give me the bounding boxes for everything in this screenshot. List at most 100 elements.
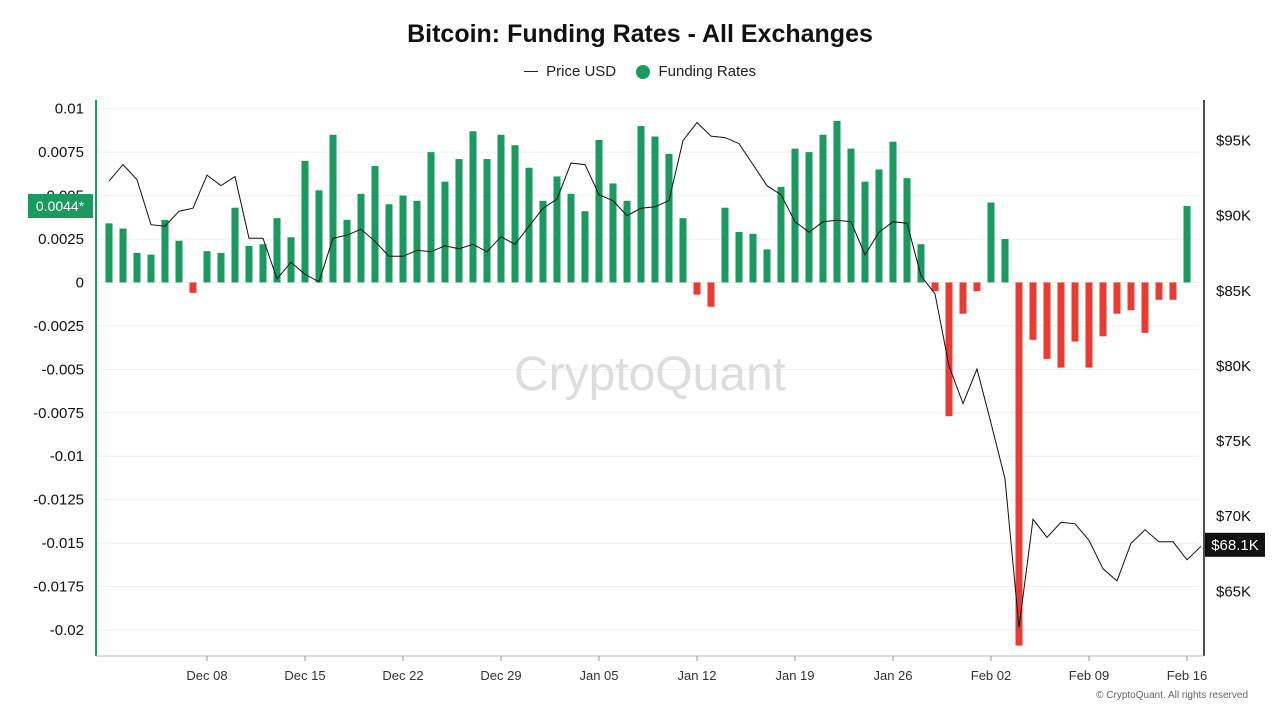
funding-bar [749, 233, 757, 283]
funding-bar [371, 166, 379, 283]
left-tick-label: -0.02 [50, 622, 84, 639]
funding-bar [1001, 239, 1009, 283]
funding-bar [721, 207, 729, 283]
funding-bar [1043, 282, 1051, 359]
right-tick-label: $70K [1216, 508, 1251, 525]
funding-bar [497, 134, 505, 283]
x-tick-label: Jan 26 [873, 668, 912, 683]
x-tick-label: Dec 29 [480, 668, 521, 683]
funding-bar [973, 282, 981, 292]
copyright-notice: © CryptoQuant. All rights reserved [1096, 690, 1248, 701]
funding-bar [665, 153, 673, 283]
x-axis-ticks: Dec 08 Dec 15 Dec 22 Dec 29 Jan 05 Jan 12 Jan … [186, 656, 1207, 683]
funding-bar [287, 237, 295, 283]
funding-bar [399, 195, 407, 283]
funding-bar [455, 159, 463, 283]
left-tick-label: 0.0025 [38, 231, 84, 248]
funding-bar [1155, 282, 1163, 300]
funding-bar [833, 120, 841, 283]
funding-bar [483, 159, 491, 283]
funding-bar [189, 282, 197, 293]
funding-bar [1071, 282, 1079, 342]
funding-bar [875, 169, 883, 283]
current-price-label: $68.1K [1211, 537, 1259, 554]
x-tick-label: Jan 12 [677, 668, 716, 683]
right-axis-ticks: $95K $90K $85K $80K $75K $70K $65K [1216, 133, 1251, 601]
funding-bar [259, 244, 267, 283]
funding-bar [329, 134, 337, 283]
funding-bar [161, 219, 169, 283]
funding-bar [987, 202, 995, 283]
funding-bar [511, 145, 519, 283]
x-tick-label: Feb 16 [1167, 668, 1207, 683]
funding-bar [343, 219, 351, 283]
funding-bar [1099, 282, 1107, 337]
funding-bar [651, 136, 659, 283]
funding-bar [861, 181, 869, 283]
right-tick-label: $85K [1216, 283, 1251, 300]
funding-bar [637, 126, 645, 283]
legend-label-funding: Funding Rates [658, 62, 757, 80]
funding-bar [903, 178, 911, 283]
funding-bar [1127, 282, 1135, 311]
funding-bar [1113, 282, 1121, 314]
funding-bar [385, 204, 393, 283]
funding-bar [1183, 205, 1191, 283]
funding-bar [679, 218, 687, 283]
funding-bar [623, 200, 631, 283]
funding-bar [441, 181, 449, 283]
price-line [108, 121, 1202, 628]
right-tick-label: $65K [1216, 583, 1251, 600]
funding-bar [917, 244, 925, 283]
funding-bar [119, 228, 127, 283]
funding-bar [357, 193, 365, 283]
funding-bar [105, 223, 113, 283]
left-tick-label: -0.0025 [33, 318, 84, 335]
funding-bar [301, 160, 309, 283]
funding-bar [567, 193, 575, 283]
funding-bar [1085, 282, 1093, 368]
left-tick-label: 0.0075 [38, 144, 84, 161]
funding-rate-bars [105, 120, 1191, 646]
current-funding-label: 0.0044* [36, 198, 85, 214]
x-tick-label: Jan 19 [775, 668, 814, 683]
right-tick-label: $75K [1216, 433, 1251, 450]
funding-bar [805, 152, 813, 283]
left-tick-label: -0.015 [41, 535, 84, 552]
funding-bar [945, 282, 953, 417]
funding-bar [1169, 282, 1177, 300]
x-tick-label: Dec 08 [186, 668, 227, 683]
funding-bar [427, 152, 435, 283]
chart-legend: Price USD Funding Rates [0, 62, 1280, 80]
right-tick-label: $80K [1216, 358, 1251, 375]
funding-bar [1057, 282, 1065, 368]
left-tick-label: -0.0075 [33, 405, 84, 422]
funding-bar [595, 139, 603, 283]
funding-bar [791, 148, 799, 283]
funding-bar [1029, 282, 1037, 340]
funding-bar [707, 282, 715, 307]
funding-bar [413, 200, 421, 283]
funding-bar [931, 282, 939, 292]
dot-marker-icon [636, 64, 651, 79]
funding-bar [763, 249, 771, 283]
left-tick-label: 0.01 [55, 101, 84, 118]
left-tick-label: -0.0175 [33, 579, 84, 596]
watermark: CryptoQuant [514, 348, 786, 401]
funding-bar [273, 218, 281, 283]
left-tick-label: -0.005 [41, 361, 84, 378]
funding-bar [217, 252, 225, 283]
funding-bar [693, 282, 701, 295]
legend-item-funding[interactable]: Funding Rates [636, 63, 756, 80]
funding-bar [133, 252, 141, 283]
funding-bar [1015, 282, 1023, 646]
right-tick-label: $95K [1216, 133, 1251, 150]
funding-bar [1141, 282, 1149, 333]
funding-bar [315, 190, 323, 283]
left-tick-label: -0.0125 [33, 492, 84, 509]
legend-item-price[interactable]: Price USD [523, 63, 616, 80]
funding-bar [959, 282, 967, 314]
funding-bar [847, 148, 855, 283]
left-axis-ticks: 0.010.00750.0050.00250-0.0025-0.005-0.00… [33, 101, 84, 639]
